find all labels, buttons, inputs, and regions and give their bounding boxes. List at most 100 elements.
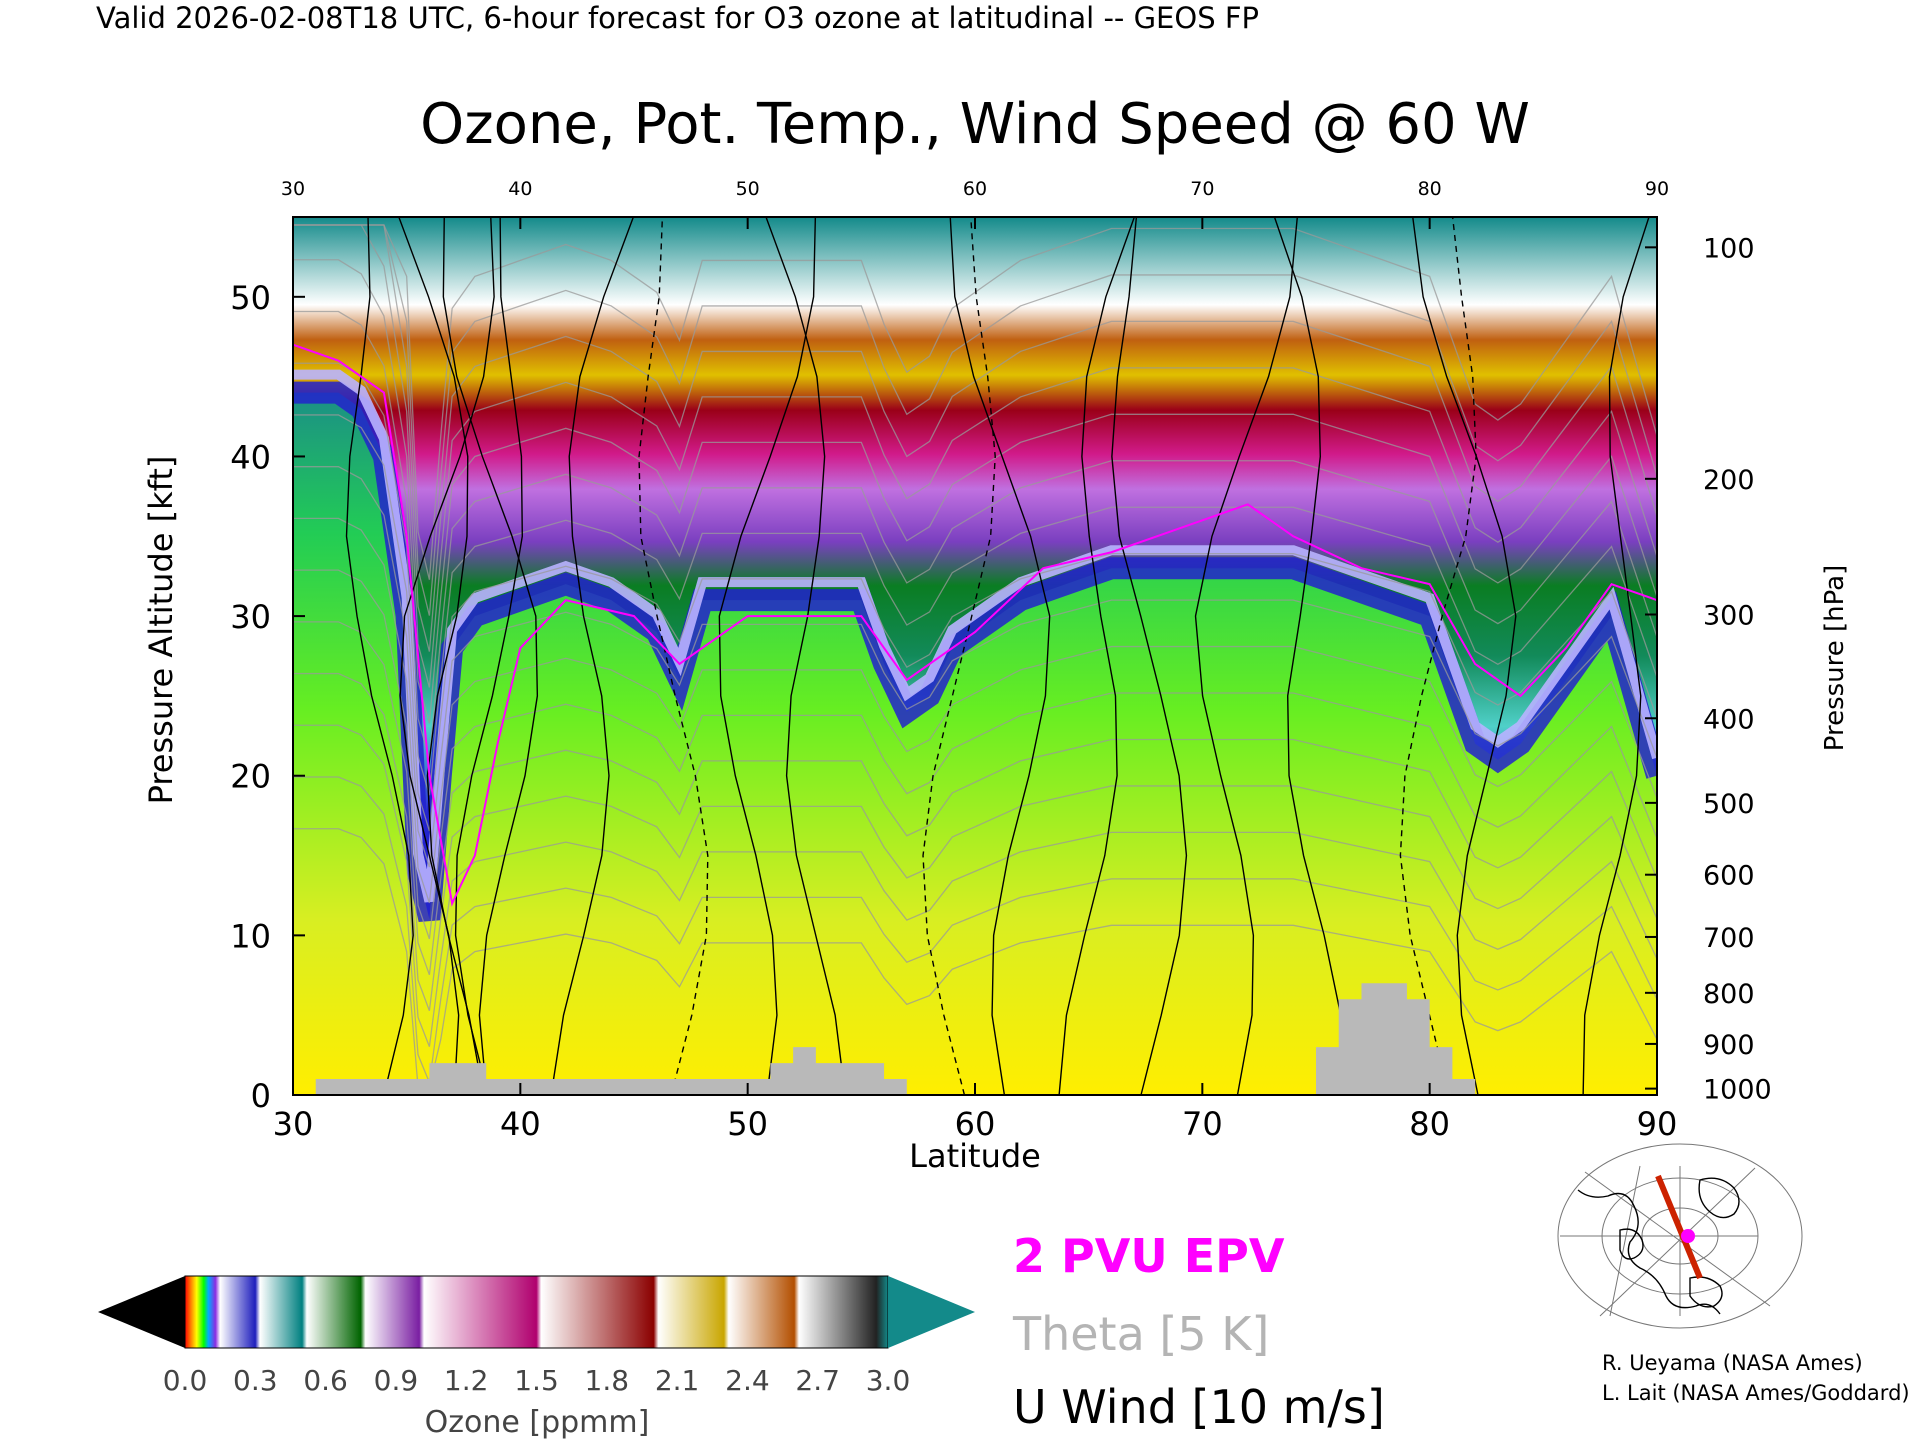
theta-contour-line [293, 828, 1657, 1088]
x-tick-label: 60 [955, 1105, 996, 1143]
credit-line-2: L. Lait (NASA Ames/Goddard) [1602, 1381, 1910, 1405]
theta-contour-line [293, 310, 1657, 760]
theta-contours [293, 224, 1657, 1088]
legend-u-wind: U Wind [10 m/s] [1013, 1380, 1385, 1434]
colorbar-ticks: 0.0 0.3 0.6 0.9 1.2 1.5 1.8 2.1 2.4 2.7 3.0 [163, 1364, 911, 1397]
colorbar-tick-label: 1.8 [585, 1364, 630, 1397]
pressure-tick-label: 800 [1703, 979, 1755, 1010]
y-axis-left: 0 10 20 30 40 50 [230, 279, 305, 1115]
plot-area [293, 217, 1657, 1095]
colorbar-tick-label: 1.2 [444, 1364, 489, 1397]
x-axis-bottom: 30 40 50 60 70 80 90 [273, 1083, 1678, 1143]
chart-title: Ozone, Pot. Temp., Wind Speed @ 60 W [420, 92, 1530, 157]
colorbar-tick-label: 2.1 [655, 1364, 700, 1397]
y-tick-label: 50 [230, 279, 271, 317]
x-tick-label: 30 [273, 1105, 314, 1143]
u-wind-contour-line [949, 217, 1051, 1095]
pressure-tick-label: 300 [1703, 600, 1755, 631]
x-tick-label: 50 [727, 1105, 768, 1143]
colorbar-under-triangle [98, 1276, 185, 1348]
pressure-tick-label: 900 [1703, 1030, 1755, 1061]
y-tick-label: 30 [230, 598, 271, 636]
u-wind-contour-line [550, 217, 635, 1095]
u-wind-contour-line [1194, 217, 1299, 1095]
pressure-tick-label: 700 [1703, 923, 1755, 954]
u-wind-contour-line [442, 217, 539, 1095]
theta-contour-line [293, 621, 1657, 976]
u-wind-contour-line [1412, 217, 1517, 1095]
y-tick-label: 40 [230, 438, 271, 476]
credit-line-1: R. Ueyama (NASA Ames) [1602, 1351, 1863, 1375]
u-wind-contour-line [1111, 217, 1188, 1095]
colorbar-over-triangle [888, 1276, 975, 1348]
y-axis-right-pressure: 100 200 300 400 500 600 700 800 900 1000 [1645, 233, 1772, 1106]
u-wind-contour-line [398, 217, 485, 1095]
map-cross-section-track [1655, 1174, 1703, 1280]
x-top-tick-label: 70 [1190, 178, 1214, 200]
x-tick-label: 90 [1637, 1105, 1678, 1143]
colorbar-tick-label: 1.5 [514, 1364, 559, 1397]
theta-contour-line [293, 776, 1657, 1086]
theta-contour-line [293, 466, 1657, 868]
u-wind-contour-line [1273, 217, 1346, 1095]
map-coastlines [1577, 1177, 1740, 1315]
theta-contour-line [293, 224, 1657, 580]
theta-contour-line [293, 724, 1657, 1047]
theta-contour-line [293, 569, 1657, 940]
legend: 2 PVU EPV Theta [5 K] U Wind [10 m/s] [1012, 1229, 1385, 1434]
u-wind-contour-line [1582, 217, 1650, 1095]
u-wind-contour-line [718, 217, 817, 1095]
colorbar-tick-label: 0.6 [303, 1364, 348, 1397]
legend-epv: 2 PVU EPV [1013, 1229, 1285, 1283]
colorbar-tick-label: 0.0 [163, 1364, 208, 1397]
x-top-tick-label: 40 [508, 178, 532, 200]
x-top-tick-label: 90 [1645, 178, 1669, 200]
u-wind-contour-line [765, 217, 846, 1095]
theta-contour-line [293, 224, 1657, 688]
pressure-tick-label: 1000 [1703, 1075, 1772, 1106]
x-tick-label: 80 [1409, 1105, 1450, 1143]
colorbar-tick-label: 0.3 [233, 1364, 278, 1397]
colorbar-tick-label: 2.4 [725, 1364, 770, 1397]
x-axis-top: 30 40 50 60 70 80 90 [281, 178, 1669, 229]
map-marker [1681, 1229, 1695, 1243]
colorbar: 0.0 0.3 0.6 0.9 1.2 1.5 1.8 2.1 2.4 2.7 3.0 Ozone … [98, 1275, 975, 1440]
theta-contour-line [293, 414, 1657, 832]
theta-contour-line [293, 362, 1657, 796]
theta-contour-line [293, 224, 1657, 616]
u-wind-contour-line [1058, 217, 1136, 1095]
u-wind-contour-line [345, 217, 414, 1095]
colorbar-tick-label: 0.9 [374, 1364, 419, 1397]
pressure-tick-label: 500 [1703, 789, 1755, 820]
valid-time-line: Valid 2026-02-08T18 UTC, 6-hour forecast… [96, 1, 1259, 35]
x-top-tick-label: 50 [736, 178, 760, 200]
x-top-tick-label: 60 [963, 178, 987, 200]
y-tick-label: 20 [230, 758, 271, 796]
x-top-tick-label: 30 [281, 178, 305, 200]
colorbar-label: Ozone [ppmm] [425, 1405, 650, 1440]
y-axis-label: Pressure Altitude [kft] [142, 456, 180, 805]
locator-map [1557, 1143, 1803, 1329]
colorbar-gradient [184, 1275, 889, 1349]
x-tick-label: 70 [1182, 1105, 1223, 1143]
pressure-tick-label: 600 [1703, 861, 1755, 892]
theta-contour-line [293, 672, 1657, 1011]
pressure-tick-label: 400 [1703, 704, 1755, 735]
colorbar-tick-label: 3.0 [866, 1364, 911, 1397]
colorbar-tick-label: 2.7 [795, 1364, 840, 1397]
y-tick-label: 0 [251, 1077, 271, 1115]
legend-theta: Theta [5 K] [1012, 1307, 1269, 1361]
u-wind-contour-line [454, 217, 523, 1095]
u-wind-contours [345, 217, 1650, 1095]
pressure-tick-label: 200 [1703, 465, 1755, 496]
pressure-tick-label: 100 [1703, 233, 1755, 264]
troposphere-field [293, 392, 1657, 1095]
x-tick-label: 40 [500, 1105, 541, 1143]
theta-contour-line [293, 259, 1657, 724]
u-wind-contour-line [399, 217, 495, 1095]
x-axis-label: Latitude [909, 1137, 1041, 1175]
y-axis-right-label: Pressure [hPa] [1820, 565, 1850, 752]
theta-contour-line [293, 517, 1657, 904]
y-tick-label: 10 [230, 917, 271, 955]
